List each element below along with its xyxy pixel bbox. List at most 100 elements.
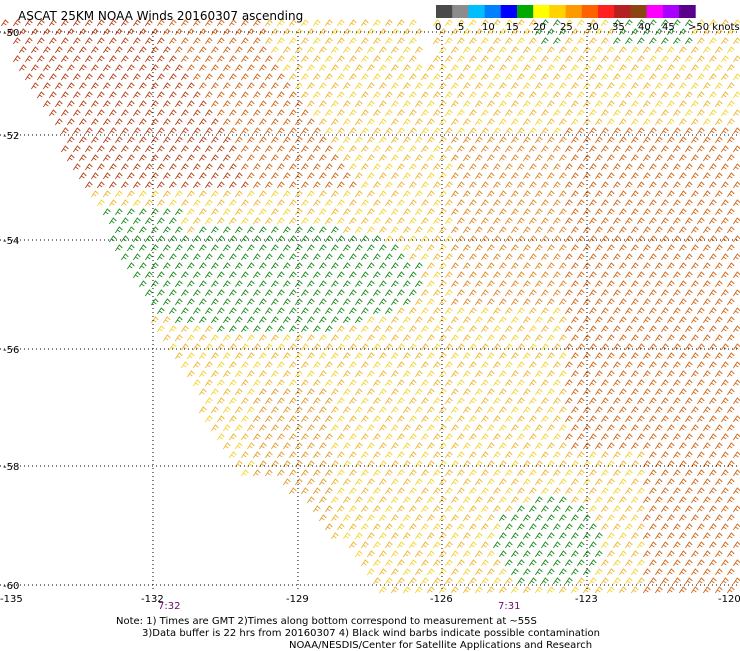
wind-barb	[546, 406, 555, 414]
wind-barb	[684, 91, 693, 99]
wind-barb	[690, 46, 699, 54]
wind-barb	[300, 469, 309, 477]
wind-barb	[720, 19, 729, 27]
wind-barb	[612, 379, 621, 387]
wind-barb	[426, 586, 435, 594]
wind-barb	[588, 325, 597, 333]
wind-barb	[162, 190, 171, 198]
wind-barb	[612, 127, 621, 135]
wind-barb	[276, 361, 285, 369]
wind-barb	[708, 343, 717, 351]
wind-barb	[594, 100, 603, 108]
wind-barb	[480, 163, 489, 171]
wind-barb	[348, 415, 357, 423]
wind-barb	[234, 388, 243, 396]
wind-barb	[576, 433, 585, 441]
wind-barb	[534, 136, 543, 144]
wind-barb	[474, 172, 483, 180]
wind-barb	[282, 208, 291, 216]
wind-barb	[552, 433, 561, 441]
wind-barb	[528, 307, 537, 315]
wind-barb	[552, 559, 561, 567]
wind-barb	[630, 154, 639, 162]
wind-barb	[600, 199, 609, 207]
wind-barb	[690, 568, 699, 576]
wind-barb	[426, 154, 435, 162]
lat-label: -58	[3, 462, 19, 473]
wind-barb	[372, 577, 381, 585]
wind-barb	[162, 262, 171, 270]
wind-barb	[510, 550, 519, 558]
wind-barb	[306, 478, 315, 486]
wind-barb	[192, 199, 201, 207]
wind-barb	[210, 424, 219, 432]
wind-barb	[306, 298, 315, 306]
wind-barb	[708, 451, 717, 459]
wind-barb	[342, 172, 351, 180]
wind-barb	[726, 154, 735, 162]
wind-barb	[192, 19, 201, 27]
wind-barb	[594, 496, 603, 504]
wind-barb	[696, 109, 705, 117]
wind-barb	[720, 181, 729, 189]
wind-barb	[564, 163, 573, 171]
wind-barb	[96, 109, 105, 117]
wind-barb	[504, 91, 513, 99]
wind-barb	[540, 415, 549, 423]
wind-barb	[276, 253, 285, 261]
wind-barb	[138, 208, 147, 216]
wind-barb	[672, 55, 681, 63]
wind-barb	[432, 577, 441, 585]
wind-barb	[684, 361, 693, 369]
wind-barb	[252, 73, 261, 81]
wind-barb	[672, 505, 681, 513]
wind-barb	[366, 370, 375, 378]
colorbar-cell	[533, 5, 550, 18]
wind-barb	[480, 37, 489, 45]
wind-barb	[300, 307, 309, 315]
wind-barb	[168, 181, 177, 189]
wind-barb	[18, 46, 27, 54]
wind-barb	[564, 109, 573, 117]
wind-barb	[720, 559, 729, 567]
wind-barb	[372, 505, 381, 513]
wind-barb	[54, 82, 63, 90]
wind-barb	[408, 415, 417, 423]
wind-barb	[546, 334, 555, 342]
wind-barb	[612, 523, 621, 531]
wind-barb	[366, 442, 375, 450]
wind-barb	[666, 316, 675, 324]
wind-barb	[696, 181, 705, 189]
wind-barb	[498, 370, 507, 378]
wind-barb	[660, 397, 669, 405]
wind-barb	[522, 532, 531, 540]
wind-barb	[516, 109, 525, 117]
wind-barb	[342, 46, 351, 54]
wind-barb	[702, 406, 711, 414]
wind-barb	[468, 523, 477, 531]
wind-barb	[564, 127, 573, 135]
wind-barb	[240, 307, 249, 315]
wind-barb	[672, 559, 681, 567]
wind-barb	[252, 37, 261, 45]
wind-barb	[486, 298, 495, 306]
wind-barb	[696, 55, 705, 63]
wind-barb	[144, 199, 153, 207]
wind-barb	[396, 289, 405, 297]
wind-barb	[138, 226, 147, 234]
wind-barb	[276, 235, 285, 243]
wind-barb	[576, 541, 585, 549]
wind-barb	[492, 487, 501, 495]
wind-barb	[456, 577, 465, 585]
colorbar-tick: 0	[435, 22, 441, 33]
wind-barb	[348, 361, 357, 369]
wind-barb	[678, 388, 687, 396]
wind-barb	[588, 397, 597, 405]
wind-barb	[288, 91, 297, 99]
wind-barb	[594, 352, 603, 360]
wind-barb	[192, 109, 201, 117]
wind-barb	[480, 469, 489, 477]
wind-barb	[438, 442, 447, 450]
wind-barb	[342, 244, 351, 252]
wind-barb	[474, 64, 483, 72]
